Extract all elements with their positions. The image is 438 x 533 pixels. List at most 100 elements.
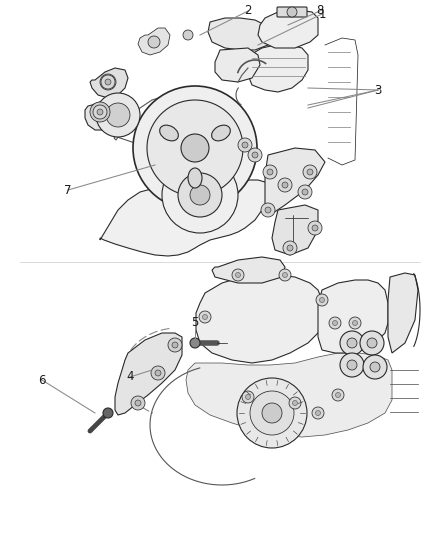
Text: 2: 2 [244, 4, 252, 18]
Polygon shape [258, 10, 318, 48]
Polygon shape [248, 45, 308, 92]
Circle shape [282, 182, 288, 188]
Circle shape [147, 100, 243, 196]
Polygon shape [212, 257, 285, 283]
Circle shape [267, 169, 273, 175]
Circle shape [349, 317, 361, 329]
Circle shape [242, 142, 248, 148]
Text: 3: 3 [374, 84, 381, 96]
Circle shape [178, 173, 222, 217]
Circle shape [265, 207, 271, 213]
Circle shape [96, 93, 140, 137]
Circle shape [261, 203, 275, 217]
Circle shape [100, 74, 116, 90]
Text: 4: 4 [126, 370, 134, 384]
Circle shape [336, 392, 340, 398]
Circle shape [172, 342, 178, 348]
Circle shape [106, 103, 130, 127]
Circle shape [287, 245, 293, 251]
Circle shape [298, 185, 312, 199]
Circle shape [148, 36, 160, 48]
Circle shape [340, 331, 364, 355]
Circle shape [367, 338, 377, 348]
Circle shape [250, 391, 294, 435]
Circle shape [90, 102, 110, 122]
Circle shape [319, 297, 325, 303]
Text: 5: 5 [191, 317, 199, 329]
Circle shape [332, 389, 344, 401]
Polygon shape [100, 180, 270, 256]
Text: 8: 8 [316, 4, 324, 18]
Circle shape [307, 169, 313, 175]
Circle shape [105, 79, 111, 85]
Circle shape [202, 314, 208, 319]
Ellipse shape [188, 168, 202, 188]
Circle shape [232, 269, 244, 281]
Circle shape [363, 355, 387, 379]
Circle shape [183, 30, 193, 40]
Circle shape [353, 320, 357, 326]
Circle shape [151, 366, 165, 380]
Circle shape [131, 396, 145, 410]
Circle shape [293, 400, 297, 406]
Polygon shape [272, 205, 318, 255]
Circle shape [332, 320, 338, 326]
Circle shape [103, 408, 113, 418]
Circle shape [135, 400, 141, 406]
Circle shape [278, 178, 292, 192]
Circle shape [287, 7, 297, 17]
Circle shape [360, 331, 384, 355]
Circle shape [238, 138, 252, 152]
Polygon shape [388, 273, 418, 353]
Polygon shape [265, 148, 325, 215]
Circle shape [155, 370, 161, 376]
Polygon shape [318, 280, 388, 353]
Ellipse shape [212, 125, 230, 141]
Circle shape [248, 148, 262, 162]
Circle shape [315, 410, 321, 416]
Circle shape [236, 272, 240, 278]
Circle shape [329, 317, 341, 329]
Circle shape [308, 221, 322, 235]
Circle shape [303, 165, 317, 179]
Text: 1: 1 [318, 7, 326, 20]
Circle shape [283, 241, 297, 255]
Polygon shape [90, 68, 128, 98]
Circle shape [93, 105, 107, 119]
FancyBboxPatch shape [277, 7, 307, 17]
Circle shape [190, 185, 210, 205]
Circle shape [347, 338, 357, 348]
Text: 7: 7 [64, 183, 72, 197]
Ellipse shape [160, 125, 178, 141]
Circle shape [370, 362, 380, 372]
Circle shape [199, 311, 211, 323]
Circle shape [237, 378, 307, 448]
Circle shape [316, 294, 328, 306]
Circle shape [289, 397, 301, 409]
Circle shape [347, 360, 357, 370]
Circle shape [302, 189, 308, 195]
Circle shape [312, 225, 318, 231]
Polygon shape [208, 18, 270, 50]
Circle shape [340, 353, 364, 377]
Circle shape [312, 407, 324, 419]
Polygon shape [115, 333, 182, 415]
Circle shape [181, 134, 209, 162]
Circle shape [283, 272, 287, 278]
Polygon shape [186, 353, 392, 437]
Circle shape [279, 269, 291, 281]
Circle shape [262, 403, 282, 423]
Text: 6: 6 [38, 374, 46, 386]
Circle shape [190, 338, 200, 348]
Circle shape [263, 165, 277, 179]
Circle shape [97, 109, 103, 115]
Circle shape [246, 394, 251, 400]
Polygon shape [85, 98, 120, 130]
Polygon shape [196, 275, 322, 363]
Circle shape [101, 75, 115, 89]
Circle shape [133, 86, 257, 210]
Circle shape [162, 157, 238, 233]
Circle shape [252, 152, 258, 158]
Circle shape [168, 338, 182, 352]
Circle shape [242, 391, 254, 403]
